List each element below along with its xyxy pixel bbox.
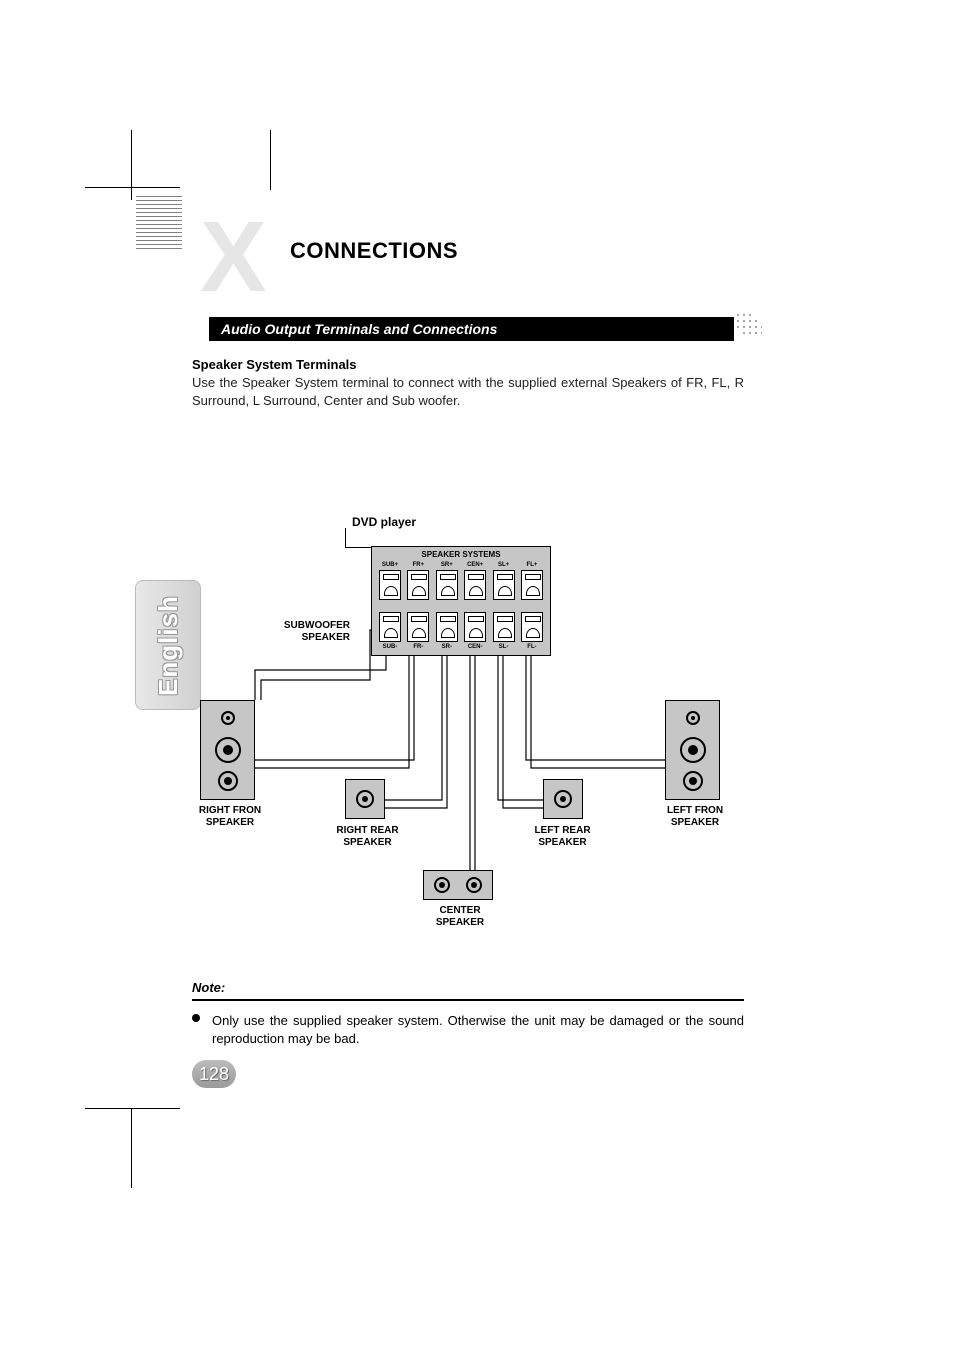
crop-mark (270, 130, 271, 190)
left-front-label: LEFT FRONSPEAKER (650, 805, 740, 829)
note-body: Only use the supplied speaker system. Ot… (192, 1012, 744, 1047)
header-decorative-lines (136, 196, 182, 252)
speaker-terminal-panel: SPEAKER SYSTEMS SUB+ FR+ SR+ CEN+ SL+ FL… (371, 546, 551, 656)
left-rear-speaker-icon (543, 779, 583, 819)
terminal-row-top: SUB+ FR+ SR+ CEN+ SL+ FL+ (378, 562, 544, 600)
terminal-label: CEN- (463, 644, 487, 650)
terminal-label: SUB- (378, 644, 402, 650)
page-number-badge: 128 (192, 1060, 236, 1088)
bullet-icon (192, 1014, 200, 1022)
note-text: Only use the supplied speaker system. Ot… (212, 1012, 744, 1047)
left-front-speaker-icon (665, 700, 720, 800)
center-speaker-icon (423, 870, 493, 900)
terminal-label: SUB+ (378, 562, 402, 568)
page-title: CONNECTIONS (290, 238, 458, 264)
right-front-label: RIGHT FRONSPEAKER (185, 805, 275, 829)
terminal-label: SR- (435, 644, 459, 650)
watermark-letter: X (200, 200, 261, 315)
terminal-label: SL+ (492, 562, 516, 568)
terminal-label: SL- (492, 644, 516, 650)
terminal-label: FR+ (406, 562, 430, 568)
terminal-label: FL- (520, 644, 544, 650)
section-paragraph: Use the Speaker System terminal to conne… (192, 374, 744, 409)
language-tab-label: English (153, 595, 184, 696)
section-subtitle-bar: Audio Output Terminals and Connections (209, 317, 734, 341)
center-label: CENTERSPEAKER (425, 905, 495, 929)
crop-mark (131, 1108, 132, 1188)
crop-mark (131, 130, 132, 200)
section-heading: Speaker System Terminals (192, 357, 357, 372)
crop-mark (85, 187, 180, 188)
connection-diagram: DVD player (195, 500, 755, 940)
note-title: Note: (192, 980, 225, 995)
panel-title: SPEAKER SYSTEMS (372, 550, 550, 559)
left-rear-label: LEFT REARSPEAKER (515, 825, 610, 849)
terminal-label: CEN+ (463, 562, 487, 568)
crop-mark (85, 1108, 180, 1109)
terminal-label: FL+ (520, 562, 544, 568)
subwoofer-label: SUBWOOFERSPEAKER (250, 620, 350, 644)
right-rear-label: RIGHT REARSPEAKER (320, 825, 415, 849)
terminal-label: SR+ (435, 562, 459, 568)
right-front-speaker-icon (200, 700, 255, 800)
note-divider (192, 999, 744, 1001)
terminal-label: FR- (406, 644, 430, 650)
right-rear-speaker-icon (345, 779, 385, 819)
language-tab: English (135, 580, 201, 710)
terminal-row-bottom: SUB- FR- SR- CEN- SL- FL- (378, 612, 544, 650)
subtitle-dot-decoration (734, 311, 762, 339)
